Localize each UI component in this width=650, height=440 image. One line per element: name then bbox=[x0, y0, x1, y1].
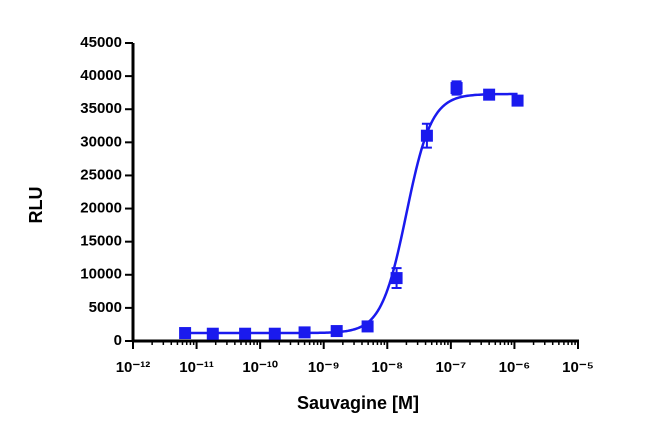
y-tick-label: 10000 bbox=[80, 266, 122, 283]
x-axis-label: Sauvagine [M] bbox=[297, 393, 419, 413]
data-point bbox=[361, 320, 374, 333]
y-tick-label: 20000 bbox=[80, 200, 122, 217]
x-tick-label: 10⁻¹² bbox=[116, 359, 151, 376]
x-tick-label: 10⁻¹⁰ bbox=[242, 359, 278, 376]
y-tick-label: 40000 bbox=[80, 67, 122, 84]
data-point bbox=[298, 326, 311, 339]
y-tick-label: 15000 bbox=[80, 233, 122, 250]
data-point bbox=[450, 82, 463, 95]
data-point bbox=[511, 94, 524, 107]
x-tick-label: 10⁻⁷ bbox=[435, 359, 466, 376]
y-tick-label: 35000 bbox=[80, 100, 122, 117]
y-axis-label: RLU bbox=[26, 187, 46, 224]
x-tick-label: 10⁻⁹ bbox=[308, 359, 340, 376]
y-tick-label: 5000 bbox=[89, 299, 122, 316]
x-tick-label: 10⁻⁸ bbox=[371, 359, 403, 376]
y-tick-label: 25000 bbox=[80, 166, 122, 183]
fit-curve bbox=[185, 92, 518, 335]
y-tick-label: 45000 bbox=[80, 34, 122, 51]
data-point bbox=[268, 327, 281, 340]
x-tick-label: 10⁻¹¹ bbox=[179, 359, 214, 376]
y-tick-label: 30000 bbox=[80, 133, 122, 150]
data-point bbox=[483, 88, 496, 101]
data-point bbox=[239, 327, 252, 340]
x-tick-label: 10⁻⁶ bbox=[499, 359, 531, 376]
x-tick-label: 10⁻⁵ bbox=[562, 359, 594, 376]
data-point bbox=[330, 325, 343, 338]
y-tick-label: 0 bbox=[114, 332, 122, 349]
data-point bbox=[390, 272, 403, 285]
data-point bbox=[179, 327, 192, 340]
data-point bbox=[420, 129, 433, 142]
data-point bbox=[206, 327, 219, 340]
